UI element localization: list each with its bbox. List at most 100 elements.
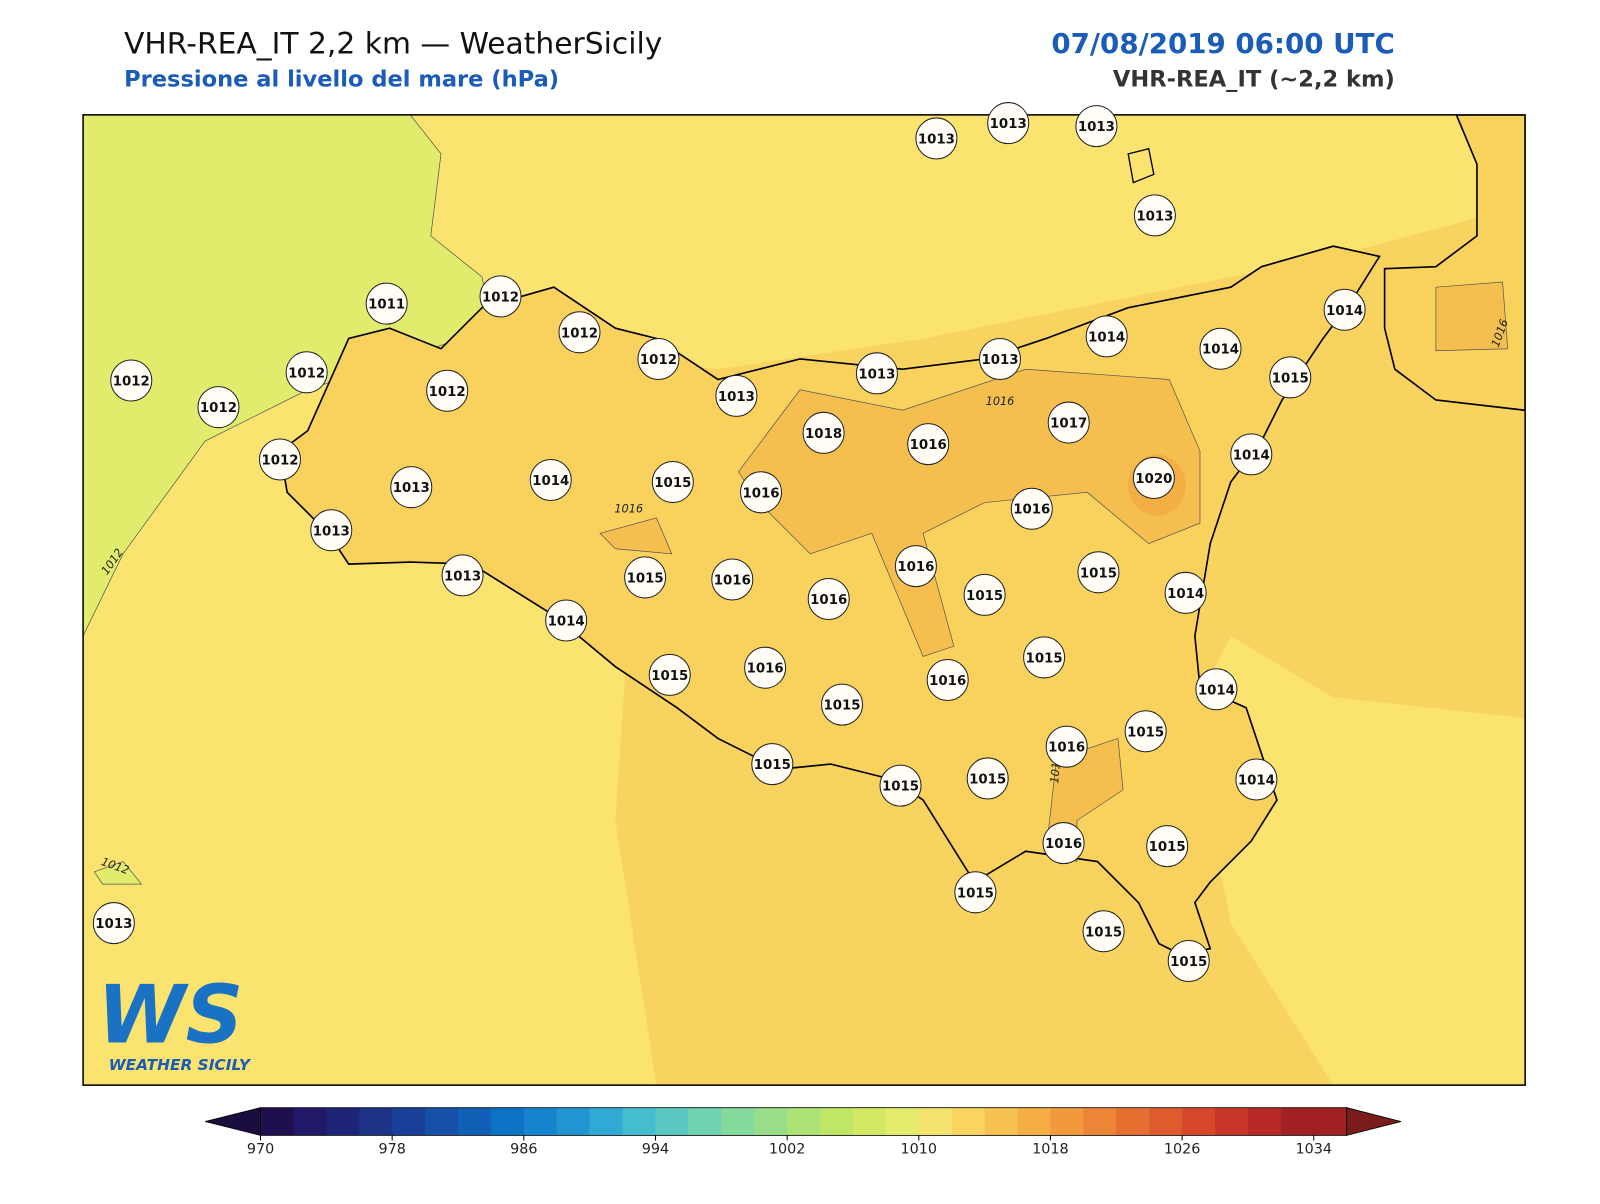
colorbar-segment	[359, 1107, 393, 1136]
station-marker	[110, 359, 153, 402]
colorbar-segment	[852, 1107, 887, 1136]
station-marker	[1077, 551, 1120, 594]
station-marker	[715, 374, 758, 417]
colorbar-tick-label: 978	[378, 1142, 405, 1158]
station-value: 1014	[1202, 343, 1239, 358]
station-value: 1015	[1080, 566, 1117, 581]
station-value: 1014	[1233, 448, 1270, 463]
station-value: 1014	[1238, 774, 1275, 789]
high-area	[738, 368, 1201, 657]
station-value: 1015	[1170, 955, 1207, 970]
colorbar-segment	[951, 1107, 986, 1136]
station-value: 1016	[714, 574, 751, 589]
colorbar-tick-label: 1002	[769, 1142, 806, 1158]
colorbar-segment	[1050, 1107, 1084, 1136]
colorbar-segment	[1017, 1107, 1051, 1136]
station-value: 1012	[640, 353, 677, 368]
colorbar-frame	[260, 1107, 1348, 1136]
colorbar-segment	[392, 1107, 426, 1136]
station-marker	[197, 386, 240, 429]
station-marker	[954, 871, 997, 914]
station-marker	[92, 902, 135, 945]
station-value: 1016	[1048, 741, 1085, 756]
date: 07/08/2019 06:00 UTC	[1051, 27, 1394, 60]
station-value: 1016	[810, 593, 847, 608]
station-marker	[637, 337, 680, 380]
station-marker	[740, 471, 783, 514]
logo: WS WEATHER SICILY	[97, 968, 251, 1074]
station-value: 1013	[981, 353, 1018, 368]
colorbar-segment	[1083, 1107, 1117, 1136]
map	[83, 114, 1526, 1086]
contour-label: 1016	[986, 395, 1015, 408]
high-area	[1435, 281, 1509, 352]
station-marker	[1132, 456, 1175, 499]
colorbar-segment	[1116, 1107, 1150, 1136]
station-value: 1013	[990, 117, 1027, 132]
colorbar-segment	[457, 1107, 492, 1136]
station-value: 1015	[651, 669, 688, 684]
station-marker	[1167, 940, 1210, 983]
station-value: 1012	[113, 375, 150, 390]
station-marker	[1075, 105, 1118, 148]
colorbar-tick-label: 1018	[1032, 1142, 1069, 1158]
station-marker	[855, 352, 898, 395]
high-area	[599, 517, 673, 555]
station-marker	[648, 653, 691, 696]
station-marker	[365, 282, 408, 325]
station-marker	[987, 102, 1030, 145]
colorbar-segment	[1247, 1107, 1282, 1136]
colorbar-tick-label: 986	[510, 1142, 537, 1158]
colorbar-segment	[787, 1107, 821, 1136]
colorbar-segment	[655, 1107, 689, 1136]
station-value: 1013	[95, 917, 132, 932]
colorbar-tick-label: 970	[247, 1142, 274, 1158]
station-value: 1014	[532, 474, 569, 489]
colorbar-segment	[820, 1107, 854, 1136]
station-value: 1015	[627, 571, 664, 586]
station-value: 1016	[742, 486, 779, 501]
station-value: 1013	[858, 367, 895, 382]
colorbar-segment	[490, 1107, 525, 1136]
colorbar-segment	[556, 1107, 591, 1136]
station-value: 1014	[1326, 304, 1363, 319]
station-marker	[1235, 758, 1278, 801]
title: VHR-REA_IT 2,2 km — WeatherSicily	[124, 27, 662, 62]
station-value: 1015	[1085, 925, 1122, 940]
station-value: 1013	[918, 132, 955, 147]
station-value: 1013	[1078, 120, 1115, 135]
station-value: 1013	[393, 481, 430, 496]
station-value: 1015	[1127, 725, 1164, 740]
station-value: 1012	[429, 385, 466, 400]
station-value: 1016	[1013, 503, 1050, 518]
colorbar-segment	[1280, 1107, 1315, 1136]
station-value: 1015	[969, 772, 1006, 787]
station-value: 1015	[823, 699, 860, 714]
logo-mark: WS	[97, 968, 243, 1061]
station-value: 1016	[747, 662, 784, 677]
station-value: 1015	[957, 886, 994, 901]
colorbar-segment	[1215, 1107, 1249, 1136]
station-marker	[1269, 356, 1312, 399]
colorbar-segment	[326, 1107, 360, 1136]
station-value: 1013	[444, 569, 481, 584]
station-value: 1015	[882, 780, 919, 795]
map-frame	[82, 114, 1526, 1086]
station-value: 1013	[313, 524, 350, 539]
colorbar-segment	[754, 1107, 788, 1136]
station-marker	[907, 423, 950, 466]
station-value: 1014	[1198, 683, 1235, 698]
station-value: 1015	[966, 589, 1003, 604]
station-marker	[978, 337, 1022, 380]
station-marker	[1010, 487, 1053, 530]
colorbar-segment	[260, 1107, 294, 1136]
station-marker	[802, 411, 845, 454]
colorbar-segment	[425, 1107, 459, 1136]
colorbar-tick-label: 1026	[1164, 1142, 1201, 1158]
colorbar-segment	[984, 1107, 1019, 1136]
colorbar-segment	[293, 1107, 327, 1136]
station-marker	[529, 458, 572, 502]
colorbar-segment	[622, 1107, 656, 1136]
colorbar-segment	[589, 1107, 624, 1136]
colorbar-segment	[1182, 1107, 1216, 1136]
